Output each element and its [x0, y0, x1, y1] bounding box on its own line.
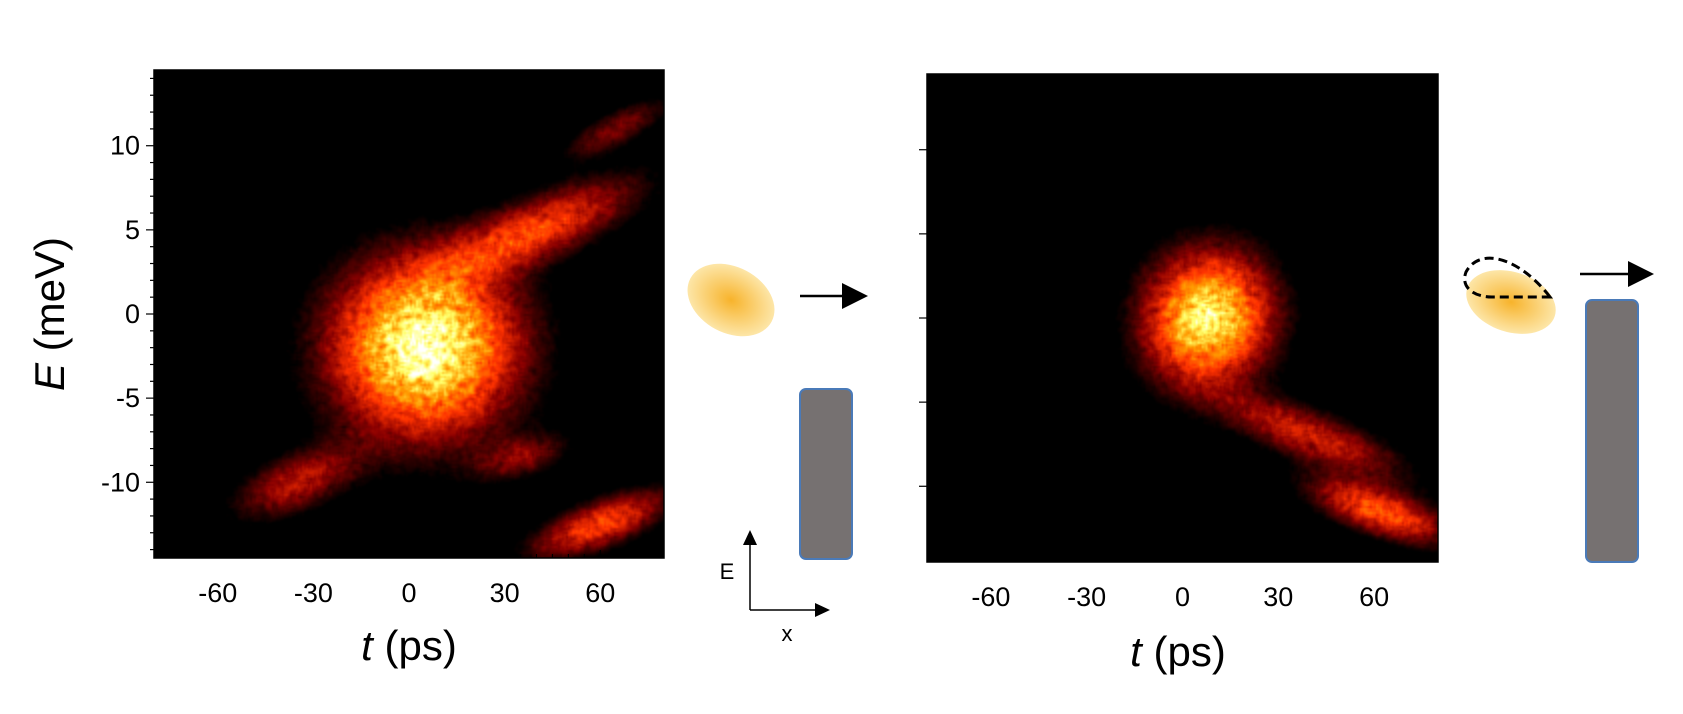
right-tick-marks [919, 149, 1423, 562]
left-y-tick-labels: 10 5 0 -5 -10 [101, 131, 140, 498]
right-heatmap-panel: -60 -30 0 30 60 t (ps) [919, 73, 1439, 675]
right-barrier [1585, 299, 1639, 563]
barrier [799, 388, 853, 560]
propagation-arrow-head [842, 283, 868, 309]
left-x-tick-label: 30 [490, 578, 520, 608]
left-x-axis-title: t (ps) [361, 622, 457, 669]
left-x-axis-unit: (ps) [373, 622, 457, 669]
left-y-axis-unit: (meV) [26, 237, 73, 363]
right-x-tick-label: -30 [1067, 582, 1106, 612]
position-axis-label: x [782, 621, 793, 646]
left-x-tick-label: 60 [585, 578, 615, 608]
right-x-axis-unit: (ps) [1142, 628, 1226, 675]
wave-packet [687, 263, 775, 337]
right-x-tick-label: 0 [1175, 582, 1190, 612]
left-y-tick-label: 10 [110, 131, 140, 161]
left-x-tick-label: -30 [294, 578, 333, 608]
position-axis-arrow-icon [815, 603, 830, 617]
left-y-tick-label: -5 [116, 383, 140, 413]
right-x-axis-title: t (ps) [1130, 628, 1226, 675]
left-x-tick-label: -60 [198, 578, 237, 608]
right-schematic [1463, 256, 1654, 563]
right-x-tick-label: -60 [971, 582, 1010, 612]
left-y-tick-label: -10 [101, 467, 140, 497]
transmitted-wave-packet [1466, 270, 1556, 334]
filtered-region-outline [1463, 256, 1554, 299]
left-x-axis-symbol: t [361, 622, 375, 669]
left-heatmap-image [154, 70, 664, 558]
right-x-tick-label: 30 [1263, 582, 1293, 612]
left-y-axis-symbol: E [26, 362, 73, 391]
right-propagation-arrow-head [1628, 261, 1654, 287]
left-y-tick-label: 0 [125, 299, 140, 329]
right-x-tick-labels: -60 -30 0 30 60 [971, 582, 1389, 612]
energy-axis-arrow-icon [743, 530, 757, 545]
left-schematic: E x [687, 263, 868, 646]
right-x-axis-symbol: t [1130, 628, 1144, 675]
left-x-tick-label: 0 [401, 578, 416, 608]
right-heatmap-image [927, 74, 1438, 562]
left-y-axis-title: E (meV) [26, 237, 73, 391]
left-heatmap-panel: -60 -30 0 30 60 10 5 0 -5 -10 t (ps) E (meV) [26, 69, 665, 669]
left-x-tick-labels: -60 -30 0 30 60 [198, 578, 615, 608]
left-y-tick-label: 5 [125, 215, 140, 245]
left-tick-marks [146, 77, 649, 558]
energy-axis-label: E [720, 559, 735, 584]
right-x-tick-label: 60 [1359, 582, 1389, 612]
